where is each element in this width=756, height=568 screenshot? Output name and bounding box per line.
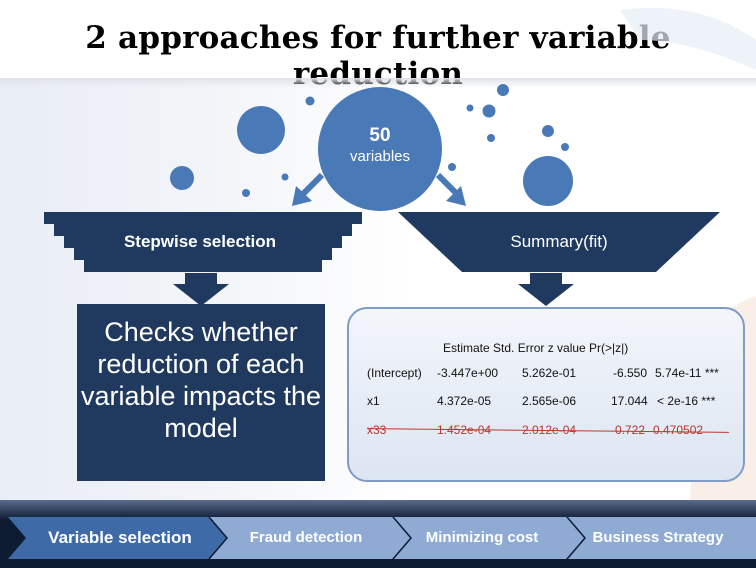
left-funnel <box>44 212 362 272</box>
bubble <box>466 104 474 112</box>
row-name: x1 <box>367 394 380 408</box>
row-p-value: < 2e-16 *** <box>657 394 716 408</box>
step-chevron-4 <box>568 517 756 559</box>
bubble <box>448 163 456 171</box>
stepwise-description: Checks whether reduction of each variabl… <box>77 304 325 481</box>
bubble <box>542 125 554 137</box>
bubble <box>523 156 573 206</box>
right-funnel-label: Summary(fit) <box>510 232 608 251</box>
bubble <box>170 166 194 190</box>
table-header: Estimate Std. Error z value Pr(>|z|) <box>443 341 629 355</box>
step-chevron-1 <box>8 517 226 559</box>
right-down-arrow <box>518 273 574 306</box>
row-z-value: 0.722 <box>615 423 646 437</box>
hub-arrow-left <box>292 172 325 206</box>
step-chevron-2 <box>210 517 410 559</box>
variable-count: 50 <box>369 125 391 146</box>
summary-table: Estimate Std. Error z value Pr(>|z|) (In… <box>347 307 745 482</box>
left-down-arrow <box>173 273 229 306</box>
row-z-value: -6.550 <box>613 366 648 380</box>
bubble <box>482 104 496 118</box>
row-std-error: 2.012e-04 <box>522 423 577 437</box>
bubble <box>305 96 315 106</box>
hub-circle <box>318 87 442 211</box>
step-fraud-detection[interactable]: Fraud detection <box>249 529 363 546</box>
row-p-value: 0.470502 <box>653 423 704 437</box>
row-std-error: 2.565e-06 <box>522 394 577 408</box>
row-name: (Intercept) <box>367 366 422 380</box>
row-name: x33 <box>367 423 387 437</box>
bubble <box>487 134 495 142</box>
row-estimate: -3.447e+00 <box>437 366 499 380</box>
bubble <box>237 106 285 154</box>
left-funnel-label: Stepwise selection <box>123 232 277 251</box>
variable-count-label: variables <box>349 148 411 165</box>
row-z-value: 17.044 <box>611 394 648 408</box>
footer-gradient <box>0 500 756 520</box>
decor-shape-top <box>620 8 756 70</box>
hub-arrow-right <box>435 172 466 206</box>
step-chevron-3 <box>394 517 584 559</box>
row-estimate: 1.452e-04 <box>437 423 492 437</box>
row-std-error: 5.262e-01 <box>522 366 577 380</box>
bubble <box>497 84 509 96</box>
bubble <box>242 189 250 197</box>
step-minimizing-cost[interactable]: Minimizing cost <box>425 529 539 546</box>
step-business-strategy[interactable]: Business Strategy <box>592 529 724 546</box>
row-p-value: 5.74e-11 *** <box>655 366 719 380</box>
bubble <box>281 173 289 181</box>
right-funnel <box>398 212 720 272</box>
bubble <box>561 143 569 151</box>
title-shadow <box>0 78 756 88</box>
hub-label: 50 variables <box>318 125 442 167</box>
row-estimate: 4.372e-05 <box>437 394 492 408</box>
step-variable-selection[interactable]: Variable selection <box>48 528 192 547</box>
